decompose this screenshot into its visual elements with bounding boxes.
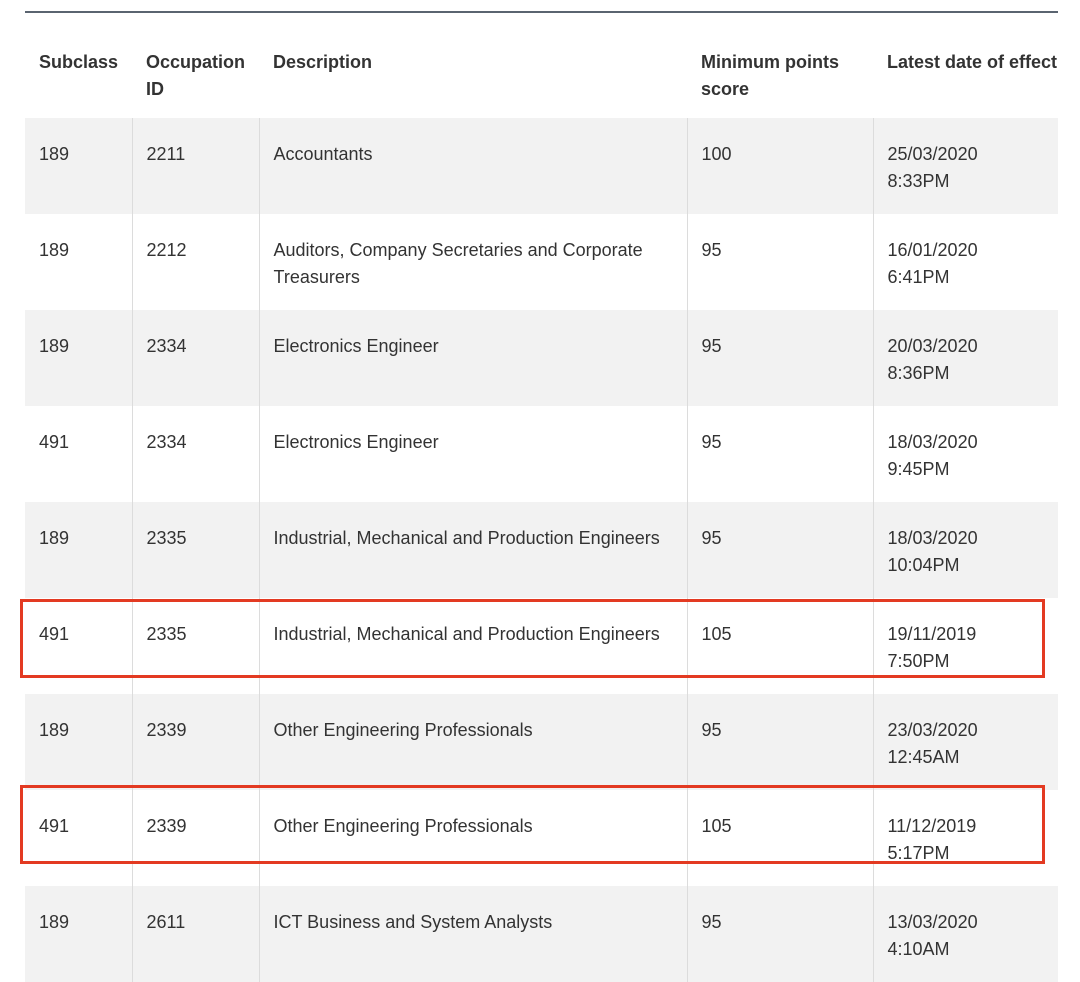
table-row: 189 2339 Other Engineering Professionals… bbox=[25, 694, 1058, 790]
date-value: 11/12/2019 bbox=[887, 816, 977, 836]
cell-description: Other Engineering Professionals bbox=[258, 790, 687, 886]
table-row: 189 2611 ICT Business and System Analyst… bbox=[25, 886, 1058, 982]
table-row: 189 2335 Industrial, Mechanical and Prod… bbox=[25, 502, 1058, 598]
cell-subclass: 189 bbox=[25, 310, 132, 406]
cell-description: Electronics Engineer bbox=[258, 406, 687, 502]
time-value: 4:10AM bbox=[887, 939, 950, 959]
time-value: 8:33PM bbox=[887, 171, 950, 191]
header-description: Description bbox=[273, 52, 373, 72]
date-value: 16/01/2020 bbox=[887, 240, 978, 260]
cell-occupation-id: 2211 bbox=[131, 118, 259, 214]
date-value: 18/03/2020 bbox=[887, 528, 978, 548]
cell-latest-date: 18/03/2020 10:04PM bbox=[872, 502, 1058, 598]
cell-subclass: 491 bbox=[25, 406, 132, 502]
header-minimum-points: Minimum points score bbox=[701, 52, 839, 99]
cell-latest-date: 16/01/2020 6:41PM bbox=[872, 214, 1058, 310]
cell-subclass: 491 bbox=[25, 790, 132, 886]
cell-latest-date: 23/03/2020 12:45AM bbox=[872, 694, 1058, 790]
cell-description: Industrial, Mechanical and Production En… bbox=[258, 502, 687, 598]
cell-occupation-id: 2334 bbox=[131, 310, 259, 406]
date-value: 19/11/2019 bbox=[887, 624, 977, 644]
table-row: 189 2212 Auditors, Company Secretaries a… bbox=[25, 214, 1058, 310]
cell-minimum-points: 95 bbox=[686, 214, 873, 310]
cell-latest-date: 13/03/2020 4:10AM bbox=[872, 886, 1058, 982]
cell-occupation-id: 2339 bbox=[131, 694, 259, 790]
header-latest-date: Latest date of effect bbox=[887, 52, 1058, 72]
occupation-points-table: Subclass Occupation ID Description Minim… bbox=[25, 37, 1058, 982]
date-value: 20/03/2020 bbox=[887, 336, 978, 356]
cell-description: Accountants bbox=[258, 118, 687, 214]
time-value: 10:04PM bbox=[887, 555, 960, 575]
top-divider bbox=[25, 11, 1058, 13]
cell-description: ICT Business and System Analysts bbox=[258, 886, 687, 982]
date-value: 25/03/2020 bbox=[887, 144, 978, 164]
time-value: 6:41PM bbox=[887, 267, 950, 287]
cell-description: Industrial, Mechanical and Production En… bbox=[258, 598, 687, 694]
cell-minimum-points: 95 bbox=[686, 406, 873, 502]
table-row: 189 2211 Accountants 100 25/03/2020 8:33P… bbox=[25, 118, 1058, 214]
cell-description: Other Engineering Professionals bbox=[258, 694, 687, 790]
time-value: 9:45PM bbox=[887, 459, 950, 479]
cell-subclass: 189 bbox=[25, 118, 132, 214]
cell-minimum-points: 105 bbox=[686, 790, 873, 886]
cell-latest-date: 20/03/2020 8:36PM bbox=[872, 310, 1058, 406]
cell-latest-date: 11/12/2019 5:17PM bbox=[872, 790, 1058, 886]
cell-minimum-points: 95 bbox=[686, 310, 873, 406]
cell-occupation-id: 2212 bbox=[131, 214, 259, 310]
header-subclass: Subclass bbox=[39, 52, 119, 72]
time-value: 12:45AM bbox=[887, 747, 960, 767]
cell-minimum-points: 95 bbox=[686, 694, 873, 790]
table-row: 189 2334 Electronics Engineer 95 20/03/2… bbox=[25, 310, 1058, 406]
cell-subclass: 491 bbox=[25, 598, 132, 694]
date-value: 23/03/2020 bbox=[887, 720, 978, 740]
cell-minimum-points: 95 bbox=[686, 886, 873, 982]
table-row: 491 2334 Electronics Engineer 95 18/03/2… bbox=[25, 406, 1058, 502]
cell-occupation-id: 2339 bbox=[131, 790, 259, 886]
date-value: 18/03/2020 bbox=[887, 432, 978, 452]
header-occupation-id: Occupation ID bbox=[146, 52, 246, 99]
cell-latest-date: 19/11/2019 7:50PM bbox=[872, 598, 1058, 694]
cell-occupation-id: 2335 bbox=[131, 598, 259, 694]
cell-latest-date: 25/03/2020 8:33PM bbox=[872, 118, 1058, 214]
date-value: 13/03/2020 bbox=[887, 912, 978, 932]
cell-subclass: 189 bbox=[25, 886, 132, 982]
cell-description: Auditors, Company Secretaries and Corpor… bbox=[258, 214, 687, 310]
time-value: 8:36PM bbox=[887, 363, 950, 383]
cell-minimum-points: 100 bbox=[686, 118, 873, 214]
cell-minimum-points: 105 bbox=[686, 598, 873, 694]
time-value: 5:17PM bbox=[887, 843, 950, 863]
cell-subclass: 189 bbox=[25, 694, 132, 790]
table-row-highlighted: 491 2339 Other Engineering Professionals… bbox=[25, 790, 1058, 886]
cell-description: Electronics Engineer bbox=[258, 310, 687, 406]
cell-occupation-id: 2611 bbox=[131, 886, 259, 982]
cell-occupation-id: 2334 bbox=[131, 406, 259, 502]
cell-subclass: 189 bbox=[25, 502, 132, 598]
time-value: 7:50PM bbox=[887, 651, 950, 671]
cell-minimum-points: 95 bbox=[686, 502, 873, 598]
table-row-highlighted: 491 2335 Industrial, Mechanical and Prod… bbox=[25, 598, 1058, 694]
cell-subclass: 189 bbox=[25, 214, 132, 310]
table-header-row: Subclass Occupation ID Description Minim… bbox=[25, 37, 1058, 118]
cell-occupation-id: 2335 bbox=[131, 502, 259, 598]
cell-latest-date: 18/03/2020 9:45PM bbox=[872, 406, 1058, 502]
